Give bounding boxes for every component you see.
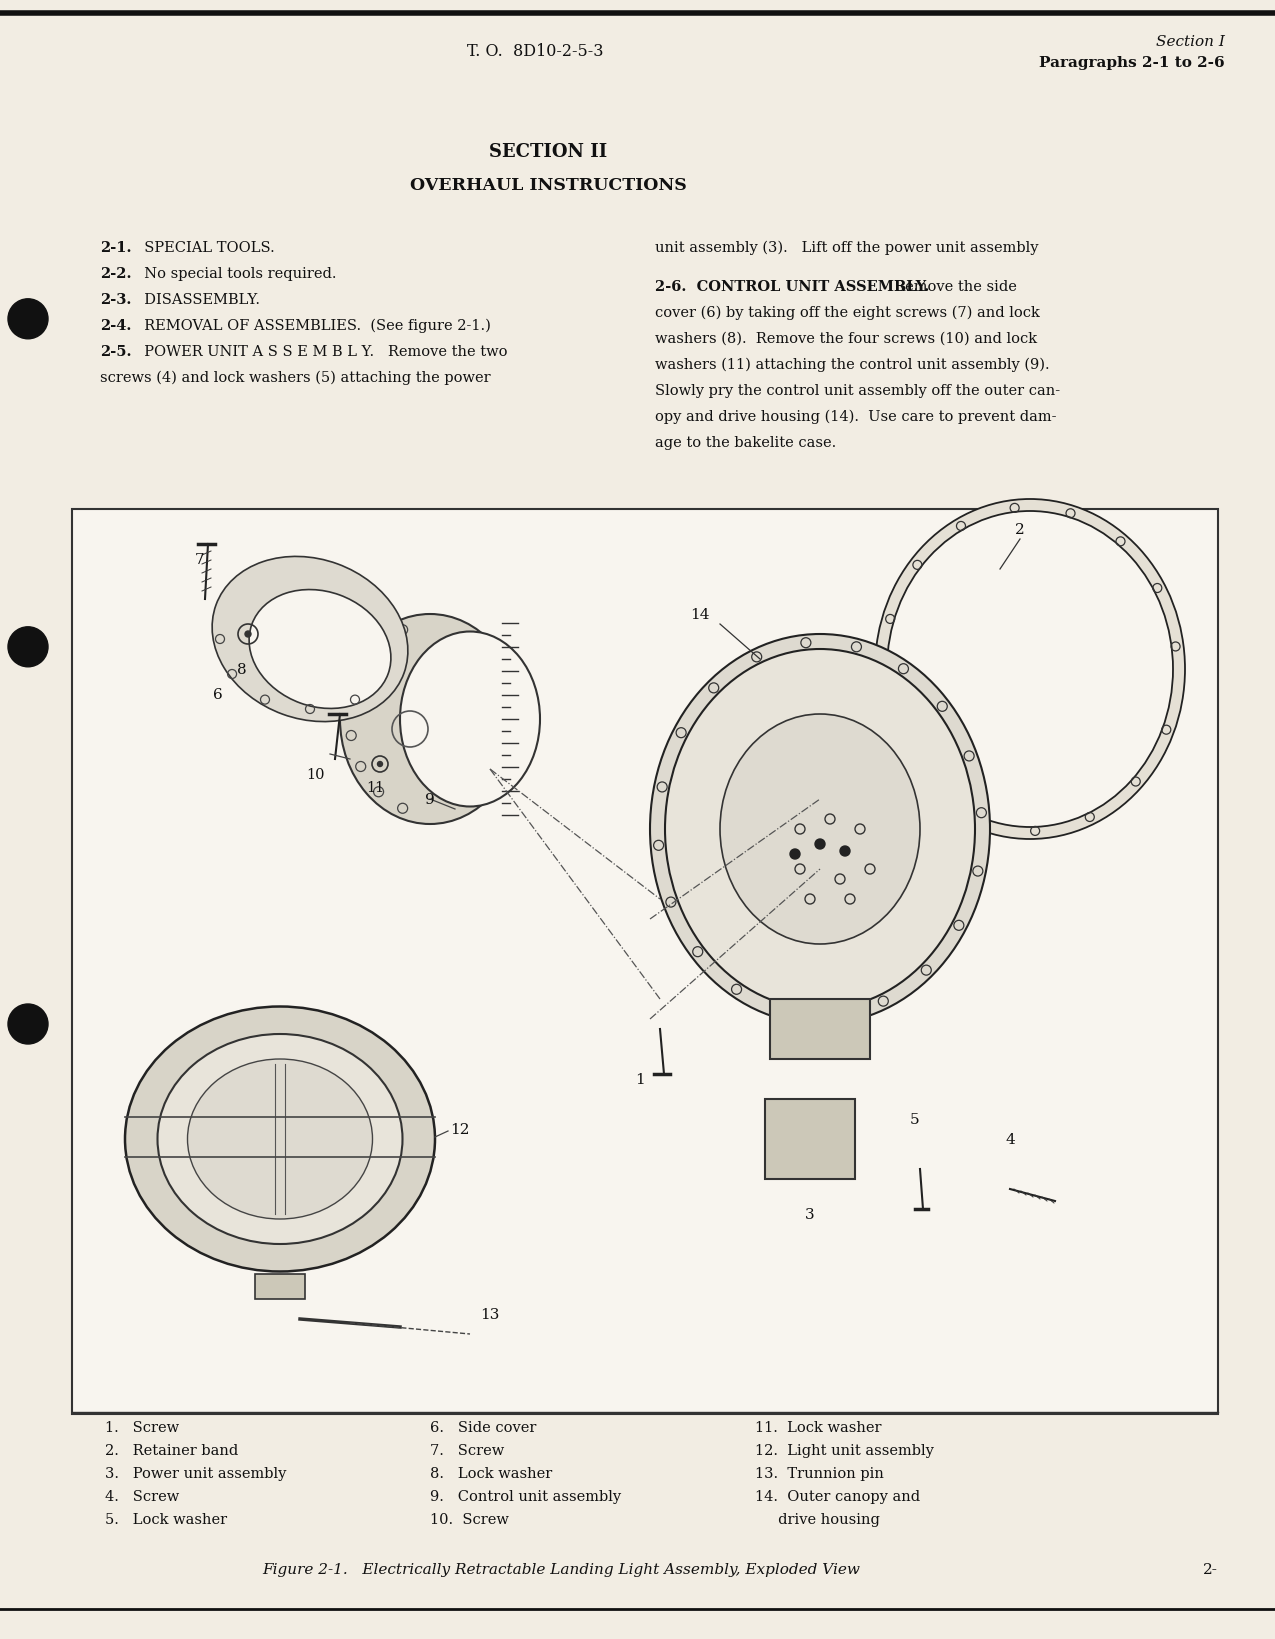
- Text: 13: 13: [479, 1308, 500, 1321]
- Text: 3.   Power unit assembly: 3. Power unit assembly: [105, 1467, 287, 1480]
- Circle shape: [8, 1005, 48, 1044]
- Text: Paragraphs 2-1 to 2-6: Paragraphs 2-1 to 2-6: [1039, 56, 1225, 70]
- Ellipse shape: [666, 649, 975, 1010]
- Text: 2-6.  CONTROL UNIT ASSEMBLY.: 2-6. CONTROL UNIT ASSEMBLY.: [655, 280, 929, 293]
- Text: 5: 5: [910, 1113, 919, 1126]
- Text: 6: 6: [213, 688, 223, 701]
- Text: 5.   Lock washer: 5. Lock washer: [105, 1513, 227, 1526]
- Text: 8.   Lock washer: 8. Lock washer: [430, 1467, 552, 1480]
- Ellipse shape: [400, 633, 541, 806]
- Circle shape: [815, 839, 825, 849]
- Ellipse shape: [875, 500, 1184, 839]
- Text: 1: 1: [635, 1072, 645, 1087]
- Circle shape: [8, 628, 48, 667]
- Text: 13.  Trunnion pin: 13. Trunnion pin: [755, 1467, 884, 1480]
- Text: cover (6) by taking off the eight screws (7) and lock: cover (6) by taking off the eight screws…: [655, 305, 1040, 320]
- Text: 12: 12: [450, 1123, 469, 1136]
- Text: drive housing: drive housing: [755, 1513, 880, 1526]
- Text: washers (11) attaching the control unit assembly (9).: washers (11) attaching the control unit …: [655, 357, 1049, 372]
- Ellipse shape: [249, 590, 391, 710]
- Text: No special tools required.: No special tools required.: [135, 267, 337, 280]
- Text: 2: 2: [1015, 523, 1025, 536]
- Text: 7: 7: [195, 552, 205, 567]
- Text: SECTION II: SECTION II: [490, 143, 607, 161]
- Text: 10: 10: [306, 767, 324, 782]
- Text: T. O.  8D10-2-5-3: T. O. 8D10-2-5-3: [467, 44, 604, 61]
- Text: 4: 4: [1005, 1133, 1015, 1146]
- Text: 2-1.: 2-1.: [99, 241, 131, 254]
- Text: DISASSEMBLY.: DISASSEMBLY.: [135, 293, 260, 306]
- Bar: [255, 1274, 305, 1300]
- Text: 7.   Screw: 7. Screw: [430, 1442, 504, 1457]
- Circle shape: [8, 300, 48, 339]
- Text: POWER UNIT A S S E M B L Y.   Remove the two: POWER UNIT A S S E M B L Y. Remove the t…: [135, 344, 507, 359]
- Text: unit assembly (3).   Lift off the power unit assembly: unit assembly (3). Lift off the power un…: [655, 241, 1039, 256]
- Text: 14: 14: [690, 608, 710, 621]
- Text: 14.  Outer canopy and: 14. Outer canopy and: [755, 1490, 921, 1503]
- Circle shape: [840, 846, 850, 857]
- Ellipse shape: [212, 557, 408, 723]
- Bar: [765, 1100, 856, 1180]
- Text: 1.   Screw: 1. Screw: [105, 1419, 179, 1434]
- Text: 8: 8: [237, 662, 247, 677]
- Text: 3: 3: [806, 1208, 815, 1221]
- Text: 4.   Screw: 4. Screw: [105, 1490, 180, 1503]
- Text: 2-5.: 2-5.: [99, 344, 131, 359]
- Text: Remove the side: Remove the side: [885, 280, 1017, 293]
- Text: Section I: Section I: [1156, 34, 1225, 49]
- Text: 9: 9: [425, 793, 435, 806]
- Text: 6.   Side cover: 6. Side cover: [430, 1419, 537, 1434]
- Circle shape: [377, 762, 382, 767]
- Text: 2-: 2-: [1204, 1562, 1218, 1577]
- Text: opy and drive housing (14).  Use care to prevent dam-: opy and drive housing (14). Use care to …: [655, 410, 1057, 425]
- Text: 11: 11: [366, 780, 384, 795]
- Text: washers (8).  Remove the four screws (10) and lock: washers (8). Remove the four screws (10)…: [655, 331, 1037, 346]
- Text: 2-3.: 2-3.: [99, 293, 131, 306]
- Text: 2-4.: 2-4.: [99, 320, 131, 333]
- Ellipse shape: [887, 511, 1173, 828]
- Text: 2.   Retainer band: 2. Retainer band: [105, 1442, 238, 1457]
- Circle shape: [245, 631, 251, 638]
- Text: OVERHAUL INSTRUCTIONS: OVERHAUL INSTRUCTIONS: [409, 177, 687, 195]
- Text: 9.   Control unit assembly: 9. Control unit assembly: [430, 1490, 621, 1503]
- Ellipse shape: [187, 1059, 372, 1219]
- Text: 12.  Light unit assembly: 12. Light unit assembly: [755, 1442, 933, 1457]
- Bar: [770, 1000, 870, 1059]
- Ellipse shape: [125, 1006, 435, 1272]
- Text: 10.  Screw: 10. Screw: [430, 1513, 509, 1526]
- Text: age to the bakelite case.: age to the bakelite case.: [655, 436, 836, 449]
- Ellipse shape: [340, 615, 520, 824]
- Bar: [71, 510, 1218, 1414]
- Text: Slowly pry the control unit assembly off the outer can-: Slowly pry the control unit assembly off…: [655, 384, 1060, 398]
- Ellipse shape: [650, 634, 989, 1024]
- Ellipse shape: [158, 1034, 403, 1244]
- Text: SPECIAL TOOLS.: SPECIAL TOOLS.: [135, 241, 274, 254]
- Text: Figure 2-1.   Electrically Retractable Landing Light Assembly, Exploded View: Figure 2-1. Electrically Retractable Lan…: [263, 1562, 859, 1577]
- Text: screws (4) and lock washers (5) attaching the power: screws (4) and lock washers (5) attachin…: [99, 370, 491, 385]
- Ellipse shape: [720, 715, 921, 944]
- Text: REMOVAL OF ASSEMBLIES.  (See figure 2-1.): REMOVAL OF ASSEMBLIES. (See figure 2-1.): [135, 318, 491, 333]
- Text: 11.  Lock washer: 11. Lock washer: [755, 1419, 881, 1434]
- Text: 2-2.: 2-2.: [99, 267, 131, 280]
- Circle shape: [790, 849, 799, 859]
